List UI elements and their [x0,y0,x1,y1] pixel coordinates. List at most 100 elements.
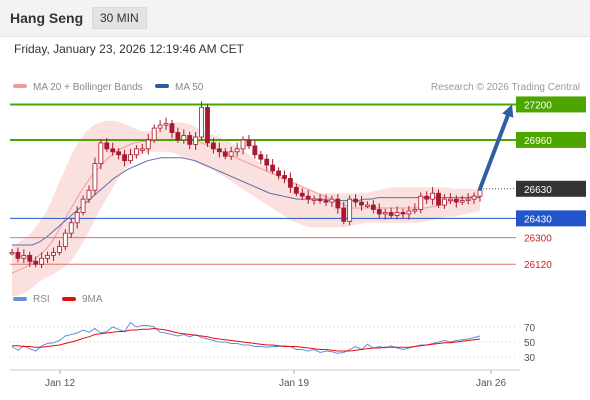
candle [246,135,252,149]
candle-body [193,136,199,145]
candle [299,188,305,201]
support-label-box-26430 [516,210,586,227]
rsi-panel: 70 50 30 [10,321,536,364]
candle [187,131,193,150]
candle-body [365,204,370,207]
candle-body [311,198,317,202]
candle [418,192,424,214]
candle-body [347,198,353,222]
candle-body [323,200,329,203]
candle-body [382,212,388,215]
ma50-legend-label: MA 50 [175,82,204,93]
candle-body [9,252,15,255]
ma20-legend-label: MA 20 + Bollinger Bands [33,82,143,93]
candle [453,195,459,208]
candle-body [359,201,364,206]
candle-body [74,212,80,224]
candle-body [329,198,335,203]
candle [216,142,222,158]
candle [116,148,122,160]
candle-body [222,151,228,157]
candle-body [240,139,246,150]
projection-arrow-shaft [478,113,510,191]
candle [347,195,353,226]
candle [122,149,127,167]
candle [74,206,80,229]
candle-body [293,186,299,194]
candle-body [15,252,21,259]
candle-body [86,189,92,200]
candle-body [353,198,358,203]
candle [270,159,276,174]
support-label-26120: 26120 [524,260,552,271]
candle [68,217,74,238]
timestamp: Friday, January 23, 2026 12:19:46 AM CET [14,42,244,56]
candle-body [442,198,447,206]
candle [139,143,145,154]
candle-body [471,195,477,200]
candlesticks [9,101,483,269]
candle-body [163,123,169,126]
candle [169,119,175,139]
candle-body [205,106,210,144]
candle [447,193,453,204]
support-label-26430: 26430 [524,214,552,225]
candle-body [39,257,45,265]
candle [145,133,151,155]
candle-body [335,198,341,209]
candle-body [465,198,471,202]
candle-body [459,200,465,203]
candle [56,240,62,256]
rsi-series-9ma [12,327,481,352]
candle [471,192,477,204]
candle [175,127,181,143]
ma50-legend-swatch [155,84,169,88]
candle-body [45,254,50,259]
candle [193,132,199,151]
timeframe-button[interactable]: 30 MIN [92,7,147,29]
credit-text: Research © 2026 Trading Central [431,82,580,93]
candle [211,138,216,154]
bollinger-bands [12,120,480,297]
candle-body [33,260,39,265]
candle [110,142,116,156]
candle [394,206,400,220]
candle [157,120,163,132]
candle [62,229,68,251]
projection-arrow-head [502,104,514,118]
candle [353,194,358,207]
candle-body [412,209,418,212]
bollinger-band-fill [12,120,480,297]
x-axis-ticks: Jan 12 Jan 19 Jan 26 [45,370,506,389]
candle-body [157,124,163,129]
candle-body [370,204,376,210]
candle [400,208,406,219]
candle [80,195,86,216]
price-levels [10,103,516,265]
candle-body [394,212,400,216]
candle-body [424,195,430,200]
candle-body [453,198,459,203]
candle-body [228,151,234,157]
rsi-legend-label: RSI [33,294,50,305]
candle [33,256,39,268]
candle-body [51,252,56,256]
candle-body [199,106,204,138]
candle [15,247,21,263]
candle [98,139,104,170]
candle-body [282,175,287,179]
candle-body [477,189,483,197]
candle [459,195,465,206]
candle [45,251,50,264]
candle-body [134,148,139,156]
candle-body [98,142,104,165]
x-tick-label: Jan 19 [279,378,309,389]
rsi-legend-swatch [13,297,27,301]
candle-body [406,210,412,215]
candle [51,247,56,261]
candle [151,124,157,143]
candle-body [276,170,281,176]
candle-body [175,132,181,141]
candle [128,148,133,164]
